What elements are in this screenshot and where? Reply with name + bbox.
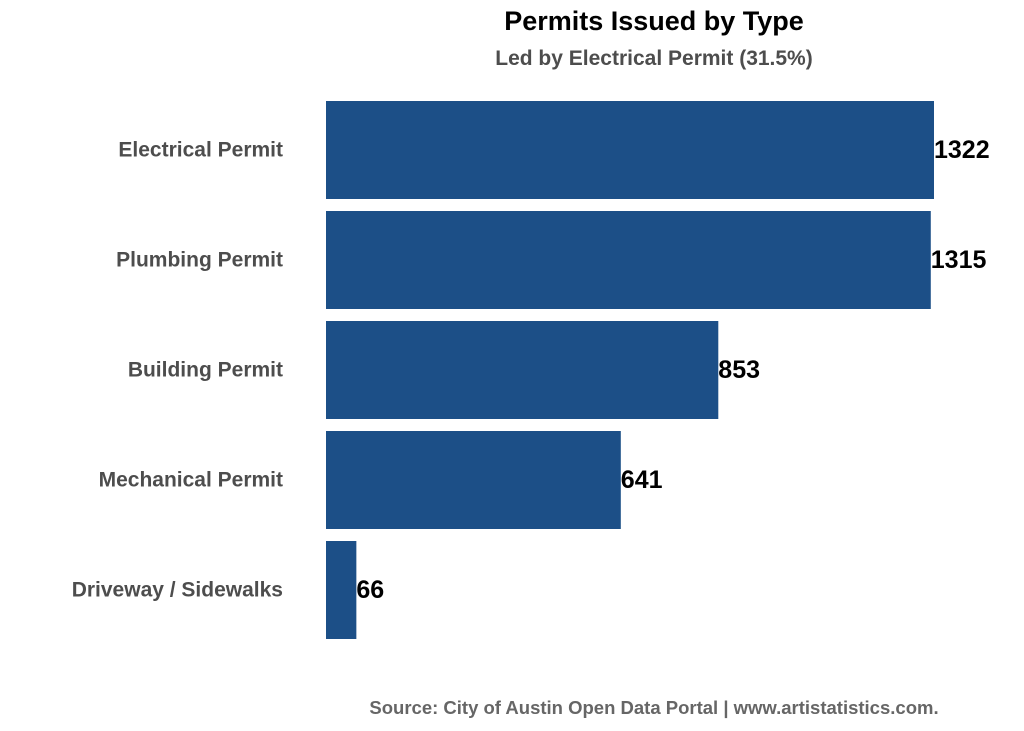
bar-electrical-permit bbox=[326, 101, 934, 199]
category-label: Plumbing Permit bbox=[116, 249, 283, 272]
category-label: Electrical Permit bbox=[118, 139, 283, 162]
value-label: 641 bbox=[621, 466, 663, 494]
chart-subtitle: Led by Electrical Permit (31.5%) bbox=[495, 47, 813, 70]
chart-title: Permits Issued by Type bbox=[504, 6, 804, 36]
category-label: Driveway / Sidewalks bbox=[72, 579, 283, 602]
bar-building-permit bbox=[326, 321, 719, 419]
bar-driveway-sidewalks bbox=[326, 541, 357, 639]
value-label: 1322 bbox=[934, 136, 990, 164]
category-label: Mechanical Permit bbox=[99, 469, 283, 492]
value-label: 853 bbox=[718, 356, 760, 384]
bar-mechanical-permit bbox=[326, 431, 621, 529]
chart-caption: Source: City of Austin Open Data Portal … bbox=[369, 697, 939, 718]
category-label: Building Permit bbox=[128, 359, 283, 382]
bar-plumbing-permit bbox=[326, 211, 931, 309]
value-label: 66 bbox=[356, 576, 384, 604]
value-label: 1315 bbox=[931, 246, 987, 274]
